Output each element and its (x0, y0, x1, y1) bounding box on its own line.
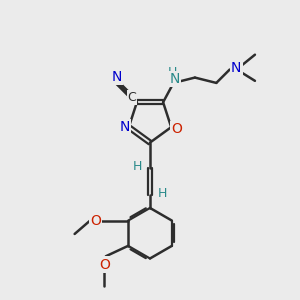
Text: O: O (171, 122, 182, 136)
Text: N: N (170, 72, 180, 86)
Text: H: H (158, 187, 167, 200)
Text: N: N (111, 70, 122, 84)
Text: H: H (133, 160, 142, 173)
Text: C: C (128, 91, 136, 104)
Text: N: N (231, 61, 242, 75)
Text: N: N (119, 120, 130, 134)
Text: O: O (90, 214, 101, 228)
Text: H: H (168, 66, 178, 79)
Text: O: O (99, 258, 110, 272)
